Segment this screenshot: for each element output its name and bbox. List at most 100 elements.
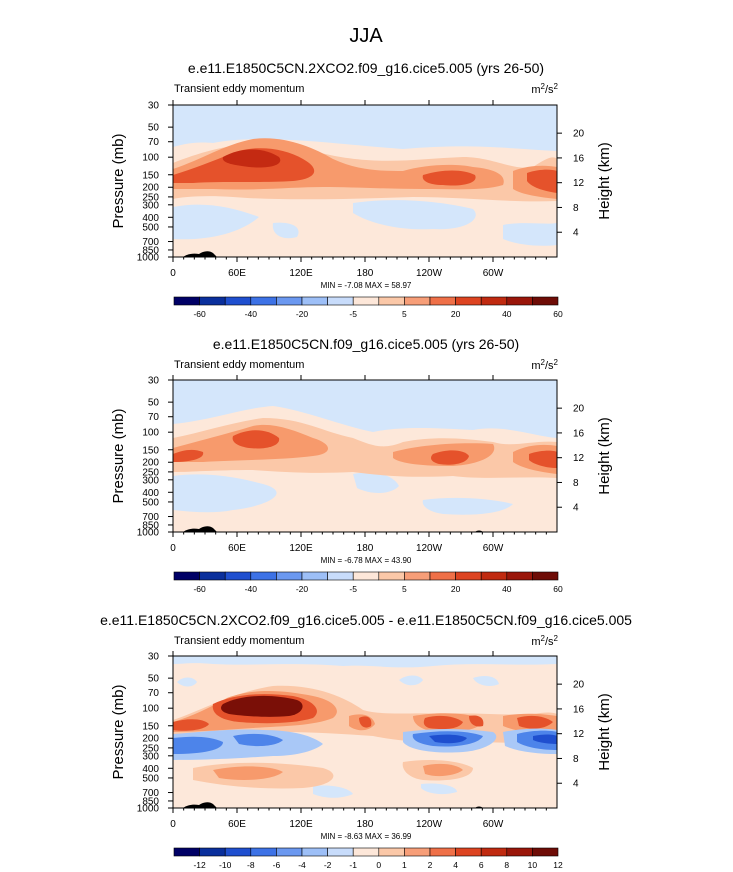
panel-3-left-label: Transient eddy momentum bbox=[174, 635, 304, 647]
y-tick-label: 50 bbox=[148, 674, 160, 685]
y-tick-label: 850 bbox=[142, 245, 159, 256]
orange-layer bbox=[213, 766, 283, 780]
x-tick-label: 120W bbox=[416, 268, 443, 279]
panel-2: e.e11.E1850C5CN.f09_g16.cice5.005 (yrs 2… bbox=[110, 336, 613, 594]
colorbar-swatch bbox=[173, 571, 200, 581]
x-tick-label: 120W bbox=[416, 543, 443, 554]
x-tick-label: 180 bbox=[357, 543, 374, 554]
colorbar-swatch bbox=[404, 847, 431, 857]
panel-3-units-exp1: 2 bbox=[541, 634, 546, 643]
panel-3-units-exp2: 2 bbox=[554, 634, 559, 643]
colorbar-swatch bbox=[352, 571, 380, 581]
positive-core bbox=[422, 170, 476, 186]
blue-layer bbox=[173, 736, 223, 754]
y-tick-label: 30 bbox=[148, 652, 160, 663]
y2-tick-label: 12 bbox=[573, 453, 585, 464]
negative-region bbox=[399, 675, 423, 686]
x-tick-label: 120W bbox=[416, 819, 443, 830]
colorbar-label: 5 bbox=[402, 584, 407, 594]
colorbar-label: 2 bbox=[428, 860, 433, 870]
colorbar-label: 60 bbox=[553, 584, 563, 594]
panel-3-units-mid: /s bbox=[545, 636, 554, 648]
colorbar-swatch bbox=[224, 296, 252, 306]
panel-2-units-exp1: 2 bbox=[541, 358, 546, 367]
x-tick-label: 120E bbox=[289, 819, 313, 830]
negative-region bbox=[473, 676, 499, 686]
colorbar-swatch bbox=[429, 571, 456, 581]
positive-core bbox=[527, 169, 557, 193]
negative-region bbox=[421, 783, 457, 795]
colorbar-swatch bbox=[429, 296, 456, 306]
negative-region bbox=[173, 105, 557, 151]
y2-tick-label: 12 bbox=[573, 729, 585, 740]
colorbar-label: 1 bbox=[402, 860, 407, 870]
panel-1-title: e.e11.E1850C5CN.2XCO2.f09_g16.cice5.005 … bbox=[188, 60, 544, 76]
colorbar-label: 10 bbox=[528, 860, 538, 870]
colorbar-label: -40 bbox=[245, 584, 258, 594]
y-tick-label: 400 bbox=[142, 488, 159, 499]
colorbar-swatch bbox=[455, 296, 482, 306]
colorbar-swatch bbox=[199, 296, 226, 306]
y-tick-label: 70 bbox=[148, 688, 160, 699]
colorbar-swatch bbox=[224, 571, 252, 581]
colorbar-swatch bbox=[378, 571, 405, 581]
panel-3: e.e11.E1850C5CN.2XCO2.f09_g16.cice5.005 … bbox=[100, 612, 632, 870]
red-band bbox=[173, 719, 209, 731]
y-tick-label: 30 bbox=[148, 376, 160, 387]
terrain bbox=[183, 526, 217, 532]
colorbar-label: -60 bbox=[193, 309, 206, 319]
y2-tick-label: 12 bbox=[573, 178, 585, 189]
panel-2-stats: MIN = -6.78 MAX = 43.90 bbox=[321, 556, 412, 565]
colorbar-label: -12 bbox=[193, 860, 206, 870]
colorbar-label: -20 bbox=[296, 584, 309, 594]
x-tick-label: 60E bbox=[228, 543, 246, 554]
y-tick-label: 850 bbox=[142, 520, 159, 531]
colorbar-label: 5 bbox=[402, 309, 407, 319]
colorbar-label: -40 bbox=[245, 309, 258, 319]
negative-region bbox=[173, 204, 259, 240]
y2-tick-label: 20 bbox=[573, 404, 585, 415]
y2-tick-label: 16 bbox=[573, 704, 585, 715]
y2-axis-title: Height (km) bbox=[596, 693, 613, 771]
positive-core bbox=[222, 149, 281, 168]
y-tick-label: 100 bbox=[142, 704, 159, 715]
colorbar-swatch bbox=[327, 571, 354, 581]
colorbar-label: -10 bbox=[219, 860, 232, 870]
x-tick-label: 120E bbox=[289, 543, 313, 554]
colorbar-label: -1 bbox=[349, 860, 357, 870]
colorbar-label: -20 bbox=[296, 309, 309, 319]
y-axis-title: Pressure (mb) bbox=[110, 408, 127, 503]
y-tick-label: 850 bbox=[142, 796, 159, 807]
colorbar-label: 4 bbox=[453, 860, 458, 870]
colorbar-label: 60 bbox=[553, 309, 563, 319]
colorbar-swatch bbox=[480, 571, 508, 581]
colorbar-label: 40 bbox=[502, 309, 512, 319]
negative-region bbox=[177, 677, 197, 687]
colorbar-swatch bbox=[327, 847, 354, 857]
colorbar-label: -5 bbox=[349, 584, 357, 594]
y-tick-label: 200 bbox=[142, 183, 159, 194]
colorbar-swatch bbox=[199, 571, 226, 581]
colorbar-swatch bbox=[532, 847, 559, 857]
panel-1-units-exp1: 2 bbox=[541, 82, 546, 91]
panel-2-units-exp2: 2 bbox=[554, 358, 559, 367]
y-tick-label: 500 bbox=[142, 222, 159, 233]
colorbar-label: -8 bbox=[247, 860, 255, 870]
y2-tick-label: 8 bbox=[573, 754, 579, 765]
panel-1: e.e11.E1850C5CN.2XCO2.f09_g16.cice5.005 … bbox=[110, 60, 613, 319]
x-tick-label: 60E bbox=[228, 268, 246, 279]
y-tick-label: 150 bbox=[142, 721, 159, 732]
y2-tick-label: 20 bbox=[573, 129, 585, 140]
y2-tick-label: 4 bbox=[573, 503, 579, 514]
red-band bbox=[423, 715, 463, 730]
negative-region bbox=[272, 222, 299, 239]
positive-core bbox=[529, 450, 557, 468]
y-tick-label: 1000 bbox=[137, 804, 160, 815]
x-tick-label: 180 bbox=[357, 268, 374, 279]
negative-region bbox=[173, 474, 277, 513]
x-tick-label: 60E bbox=[228, 819, 246, 830]
panel-2-title: e.e11.E1850C5CN.f09_g16.cice5.005 (yrs 2… bbox=[213, 336, 519, 352]
colorbar-swatch bbox=[352, 847, 380, 857]
